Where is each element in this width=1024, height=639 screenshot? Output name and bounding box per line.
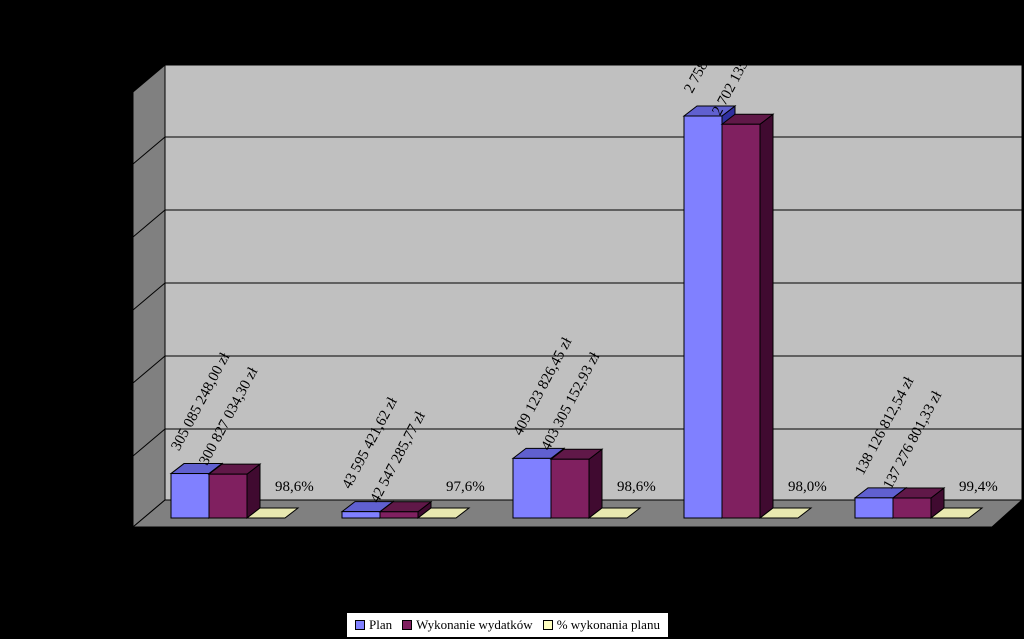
data-label-percent: 98,6% bbox=[617, 479, 656, 495]
bar-plan bbox=[854, 497, 894, 519]
legend-swatch-plan bbox=[355, 620, 365, 630]
legend-item-percent: % wykonania planu bbox=[542, 617, 660, 633]
data-label-percent: 99,4% bbox=[959, 479, 998, 495]
bar-wykonanie bbox=[721, 123, 761, 519]
bar-wykonanie bbox=[379, 511, 419, 519]
legend-swatch-wykonanie bbox=[402, 620, 413, 630]
legend-item-wykonanie: Wykonanie wydatków bbox=[402, 617, 533, 633]
data-label-percent: 98,0% bbox=[788, 479, 827, 495]
legend-label-plan: Plan bbox=[369, 617, 393, 632]
bar-percent bbox=[416, 507, 471, 519]
bar-plan bbox=[170, 473, 210, 519]
data-label-percent: 98,6% bbox=[275, 479, 314, 495]
bar-percent bbox=[758, 507, 813, 519]
bar-wykonanie bbox=[550, 458, 590, 519]
bar-wykonanie-side bbox=[588, 448, 603, 520]
bar-percent bbox=[245, 507, 300, 519]
bar-wykonanie-side bbox=[759, 113, 774, 520]
bar-percent bbox=[929, 507, 984, 519]
gridline-side bbox=[132, 282, 166, 311]
data-label-percent: 97,6% bbox=[446, 479, 485, 495]
legend-item-plan: Plan bbox=[355, 617, 392, 633]
legend-label-wykonanie: Wykonanie wydatków bbox=[416, 617, 533, 632]
legend: Plan Wykonanie wydatków % wykonania plan… bbox=[346, 612, 669, 638]
gridline-side bbox=[132, 355, 166, 384]
bar-wykonanie bbox=[208, 473, 248, 519]
bar-wykonanie bbox=[892, 497, 932, 519]
legend-swatch-percent bbox=[542, 620, 553, 630]
gridline-side bbox=[132, 428, 166, 457]
gridline-side bbox=[132, 209, 166, 238]
legend-label-percent: % wykonania planu bbox=[556, 617, 660, 632]
bar-plan bbox=[683, 115, 723, 519]
bar-plan bbox=[341, 511, 381, 519]
bar-plan bbox=[512, 457, 552, 519]
bar-percent bbox=[587, 507, 642, 519]
gridline-side bbox=[132, 136, 166, 165]
